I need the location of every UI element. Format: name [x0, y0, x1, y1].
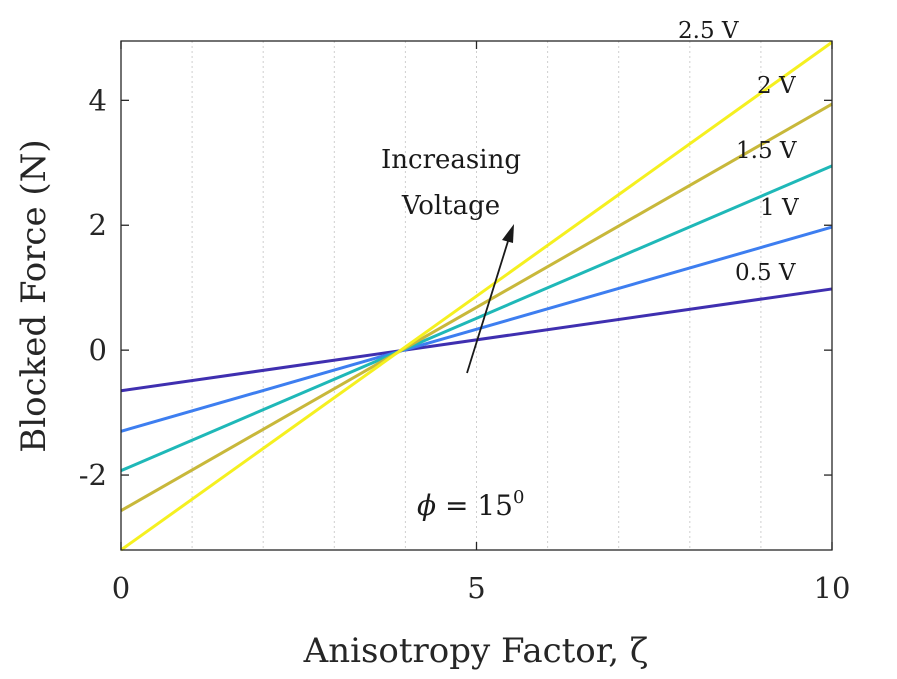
- axis-ticks: 0 5 10 -2 0 2 4: [79, 41, 851, 605]
- phi-symbol: ϕ: [417, 489, 436, 522]
- arrow-head-icon: [502, 224, 514, 243]
- y-tick-label-2: 2: [89, 208, 107, 242]
- series-line-2-vv: [120, 102, 833, 512]
- y-tick-label-0: 0: [89, 333, 107, 367]
- y-tick-label--2: -2: [79, 458, 107, 492]
- phi-value: = 15: [436, 489, 513, 522]
- series-line-2-5-vv: [120, 41, 833, 552]
- arrow-shaft: [466, 237, 510, 374]
- series-label-0: 0.5 V: [735, 260, 796, 286]
- x-axis-label: Anisotropy Factor, ζ: [303, 631, 649, 671]
- annotation-increasing: Increasing: [381, 145, 521, 175]
- y-axis-label: Blocked Force (N): [14, 139, 54, 452]
- x-tick-label-0: 0: [112, 571, 130, 605]
- x-tick-label-5: 5: [467, 571, 485, 605]
- y-tick-label-4: 4: [89, 83, 107, 117]
- increasing-voltage-arrow: [466, 224, 514, 374]
- phi-annotation: ϕ = 150: [417, 487, 524, 522]
- series-labels: 0.5 V 1 V 1.5 V 2 V 2.5 V: [678, 18, 799, 286]
- x-tick-label-10: 10: [814, 571, 851, 605]
- series-lines: [120, 41, 833, 552]
- series-line-1-5-vv: [120, 164, 833, 473]
- phi-superscript: 0: [513, 487, 524, 508]
- series-label-3: 2 V: [757, 73, 796, 99]
- series-label-4: 2.5 V: [678, 18, 739, 44]
- series-label-1: 1 V: [760, 195, 799, 221]
- series-line-1-vv: [120, 225, 833, 433]
- series-label-2: 1.5 V: [736, 138, 797, 164]
- annotation-voltage: Voltage: [401, 191, 500, 221]
